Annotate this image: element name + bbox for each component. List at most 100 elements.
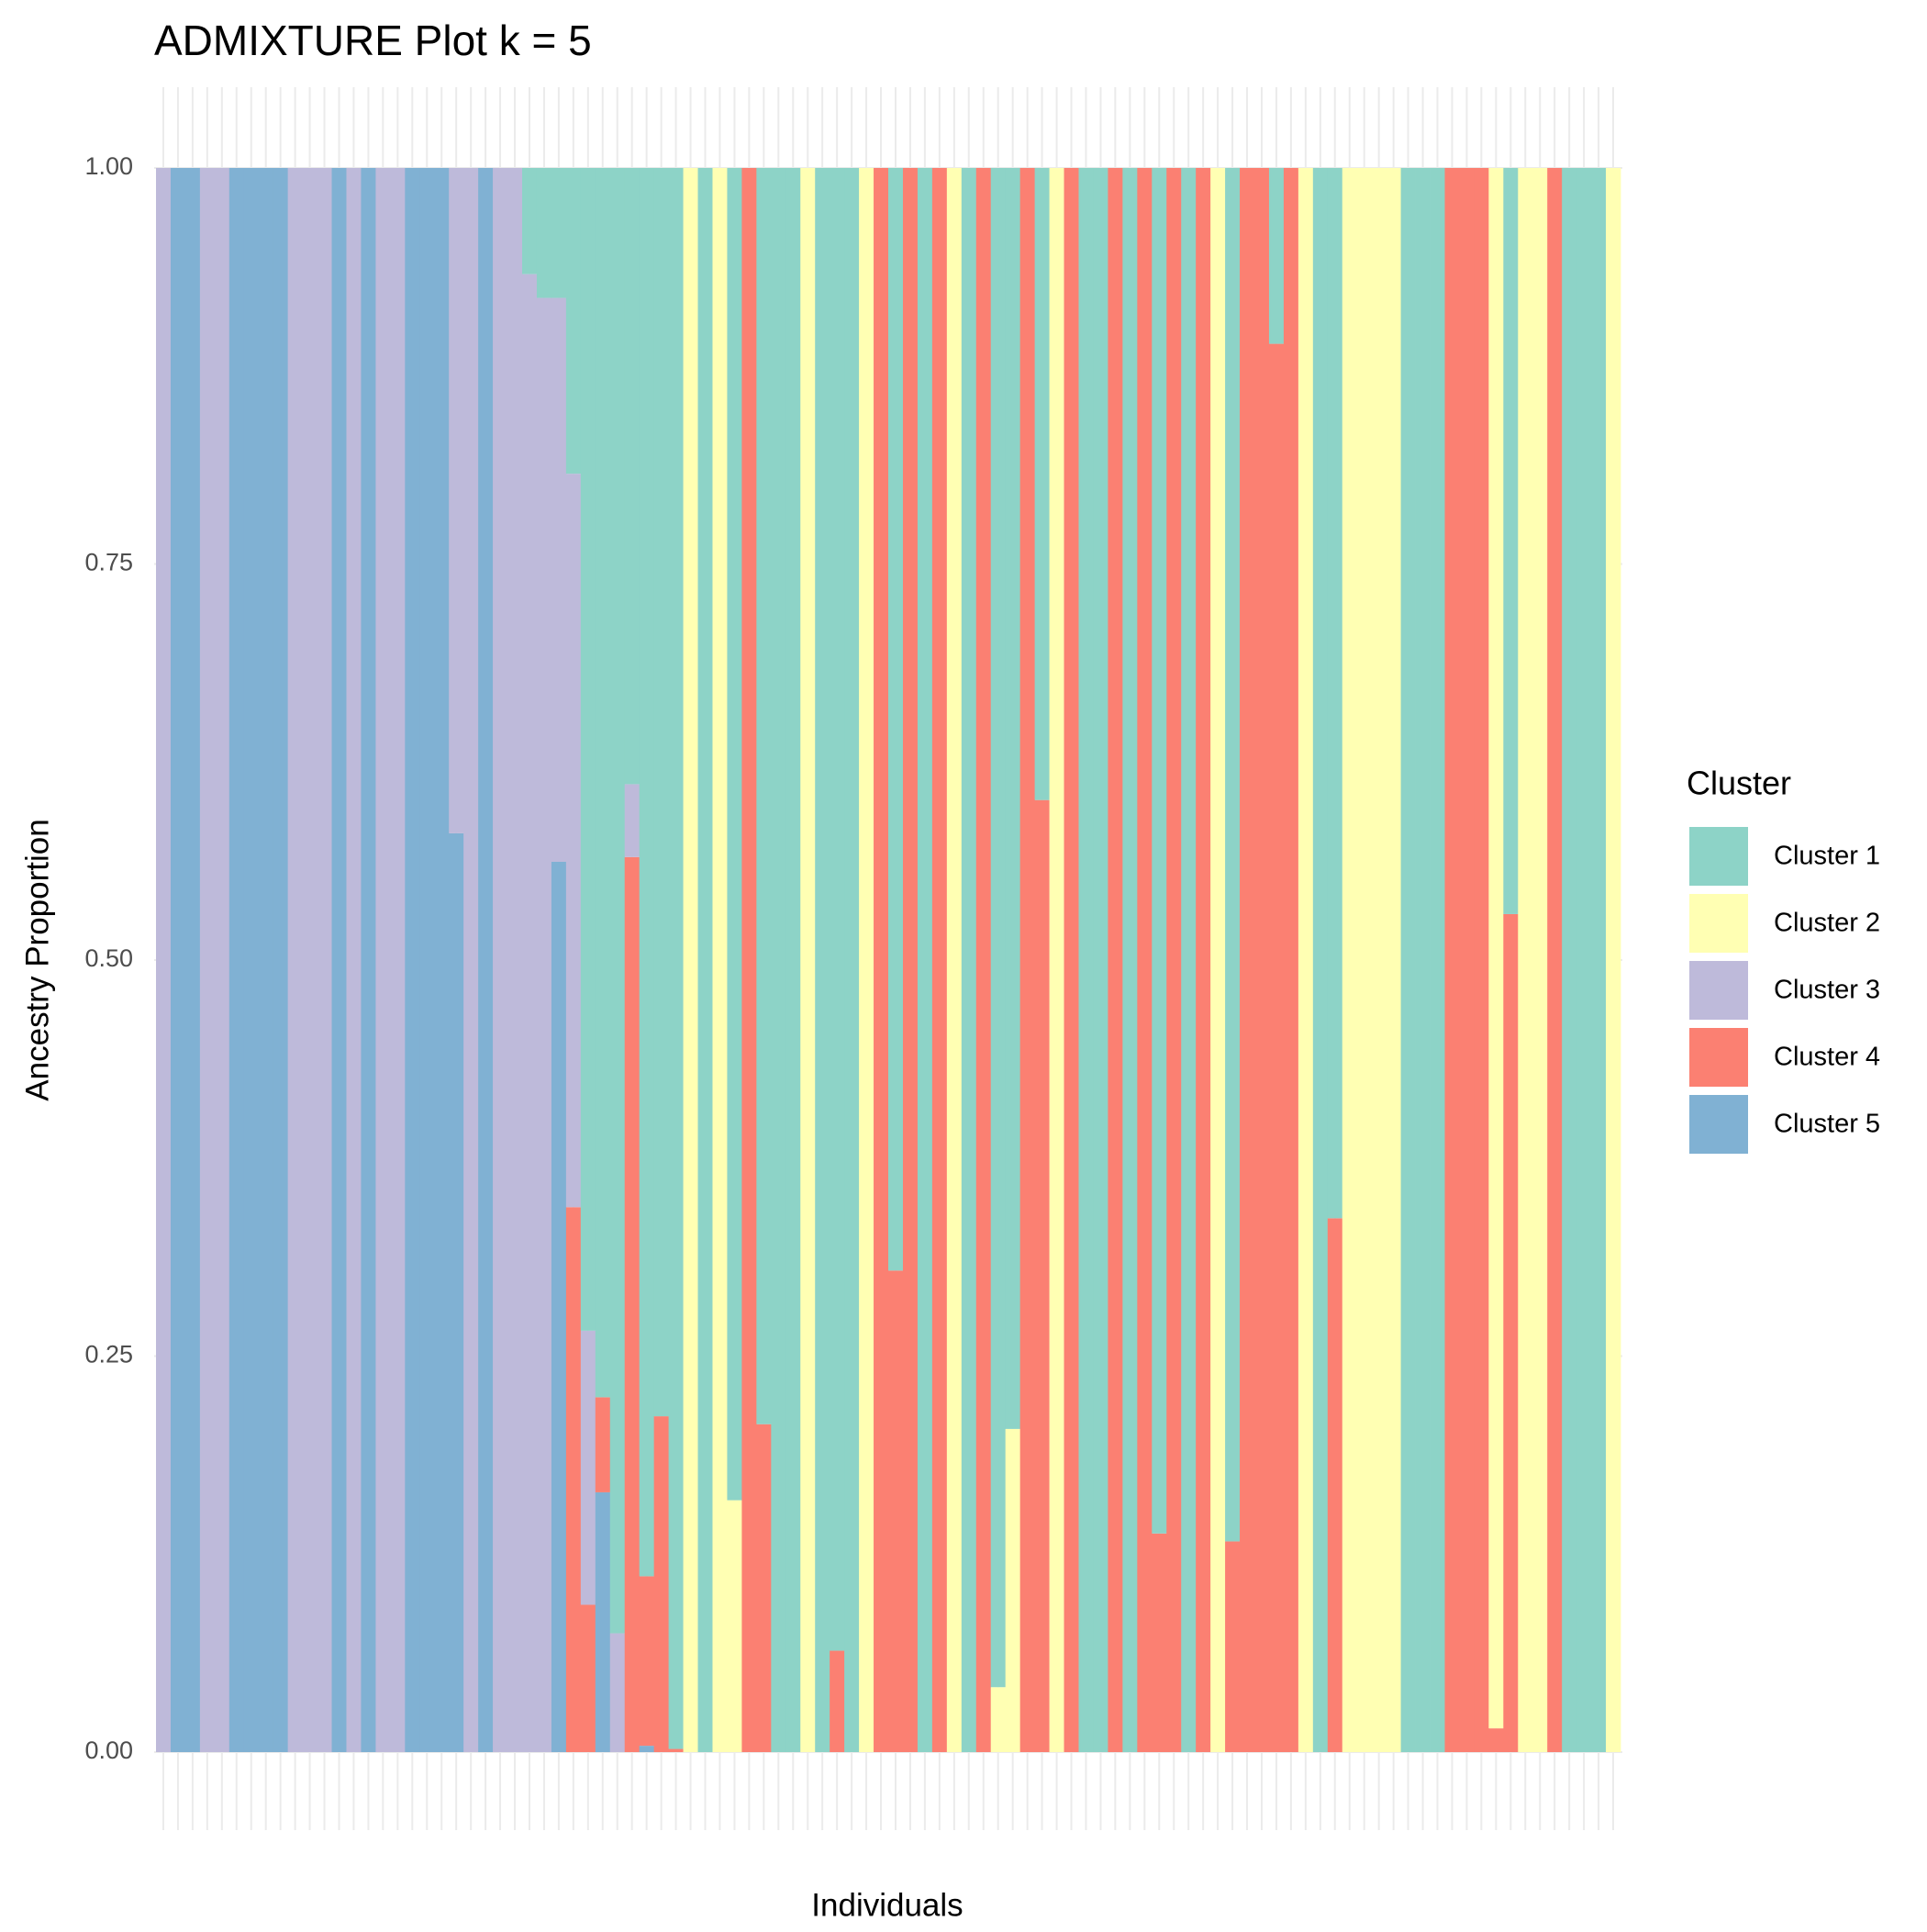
bar-segment: [507, 168, 523, 1752]
bar-segment: [449, 832, 464, 1752]
bar-segment: [1152, 1533, 1167, 1752]
bar-segment: [1268, 168, 1285, 344]
legend-swatch: [1689, 827, 1748, 886]
bar-segment: [1240, 168, 1255, 1752]
bar-segment: [902, 168, 919, 1752]
bar-segment: [990, 168, 1007, 1688]
bar-segment: [434, 168, 450, 1752]
bar-segment: [830, 1650, 845, 1752]
bar-segment: [727, 168, 742, 1501]
bar-segment: [1606, 168, 1621, 1752]
bar-segment: [609, 168, 626, 1634]
x-axis-title: Individuals: [811, 1887, 963, 1923]
bar-segment: [830, 168, 845, 1651]
bar-segment: [990, 1687, 1007, 1752]
bar-segment: [1019, 168, 1035, 1752]
bar-segment: [580, 168, 596, 1331]
legend-label: Cluster 2: [1774, 909, 1880, 938]
bar-segment: [565, 168, 582, 475]
bar-segment: [844, 168, 860, 1752]
y-tick-label: 0.25: [84, 1341, 133, 1368]
bar-segment: [1503, 913, 1519, 1752]
bar-segment: [1386, 168, 1401, 1752]
bar-segment: [243, 168, 260, 1752]
legend-swatch: [1689, 961, 1748, 1020]
bar-segment: [1196, 168, 1211, 1752]
bar-segment: [1547, 168, 1563, 1752]
bar-segment: [785, 168, 801, 1752]
bar-segment: [273, 168, 289, 1752]
bar-segment: [1591, 168, 1607, 1752]
bar-segment: [551, 861, 567, 1752]
legend-label: Cluster 5: [1774, 1110, 1880, 1139]
bar-segment: [1312, 168, 1329, 1752]
bar-segment: [1327, 168, 1343, 1219]
y-tick-label: 0.50: [84, 944, 133, 972]
bars: [156, 168, 1621, 1753]
bar-segment: [536, 297, 552, 1753]
bar-segment: [478, 168, 494, 1752]
bar-segment: [1108, 168, 1123, 1752]
bar-segment: [184, 168, 201, 1752]
bar-segment: [287, 168, 303, 1752]
bar-segment: [419, 168, 435, 1752]
bar-segment: [1342, 168, 1358, 1752]
bar-segment: [859, 168, 874, 1752]
bar-segment: [961, 168, 977, 1752]
bar-segment: [888, 168, 904, 1271]
bar-segment: [756, 1424, 772, 1752]
bar-segment: [1503, 168, 1519, 914]
legend-label: Cluster 3: [1774, 976, 1880, 1005]
bar-segment: [975, 168, 992, 1752]
bar-segment: [522, 274, 538, 1753]
bar-segment: [1254, 168, 1270, 1752]
bar-segment: [697, 168, 713, 1752]
bar-segment: [624, 168, 640, 785]
bar-segment: [331, 168, 347, 1752]
bar-segment: [1474, 168, 1489, 1752]
bar-segment: [565, 1207, 582, 1752]
bar-segment: [1005, 1428, 1021, 1752]
bar-segment: [1225, 1541, 1241, 1752]
bar-segment: [346, 168, 362, 1752]
bar-segment: [639, 1576, 655, 1747]
chart-title: ADMIXTURE Plot k = 5: [154, 17, 592, 64]
bar-segment: [1064, 168, 1079, 1752]
bar-segment: [580, 1330, 596, 1605]
bar-segment: [741, 168, 757, 1752]
legend-label: Cluster 4: [1774, 1043, 1880, 1072]
bar-segment: [302, 168, 317, 1752]
bar-segment: [536, 168, 552, 298]
bar-segment: [1049, 168, 1064, 1752]
bar-segment: [551, 168, 567, 298]
bar-segment: [317, 168, 332, 1752]
bar-segment: [639, 1746, 655, 1752]
bar-segment: [170, 168, 186, 1752]
bar-segment: [1444, 168, 1460, 1752]
bar-segment: [1093, 168, 1108, 1752]
bar-segment: [756, 168, 772, 1424]
bar-segment: [712, 168, 728, 1752]
bar-segment: [624, 784, 640, 857]
bar-segment: [390, 168, 406, 1752]
bar-segment: [888, 1270, 904, 1752]
bar-segment: [946, 168, 963, 1752]
bar-segment: [551, 297, 567, 862]
bar-segment: [1210, 168, 1226, 1752]
bar-segment: [1181, 168, 1197, 1752]
bar-segment: [1576, 168, 1592, 1752]
bar-segment: [917, 168, 933, 1752]
bar-segment: [683, 168, 698, 1752]
bar-segment: [595, 168, 611, 1398]
bar-segment: [1488, 168, 1504, 1729]
bar-segment: [493, 168, 508, 1752]
bar-segment: [1005, 168, 1021, 1429]
bar-segment: [727, 1500, 742, 1752]
y-tick-label: 0.00: [84, 1737, 133, 1764]
bar-segment: [815, 168, 830, 1752]
bar-segment: [595, 1397, 611, 1492]
bar-segment: [1430, 168, 1445, 1752]
bar-segment: [931, 168, 948, 1752]
bar-segment: [361, 168, 376, 1752]
